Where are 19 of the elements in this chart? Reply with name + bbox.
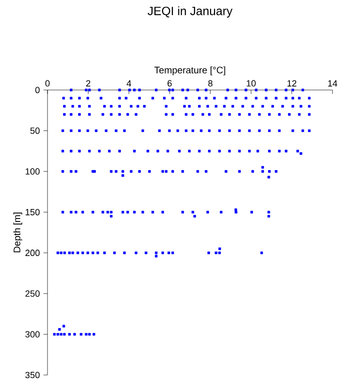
y-tick-label: 250 [25,290,40,297]
x-tick-label: 10 [246,80,256,86]
x-tick-label: 4 [126,80,132,86]
x-tick-label: 0 [45,80,50,86]
x-tick-label: 8 [208,80,212,86]
y-tick-label: 100 [26,168,40,175]
y-axis-title: Depth [m] [13,212,22,252]
x-tick-label: 12 [287,80,296,86]
x-axis-title: Temperature [°C] [154,66,226,76]
x-tick-label: 2 [86,80,90,86]
y-tick-label: 300 [25,331,40,338]
y-tick-label: 350 [25,372,40,378]
y-tick-label: 50 [30,128,40,134]
x-tick-label: 6 [168,80,172,86]
y-tick-label: 150 [26,208,40,216]
x-tick-label: 14 [328,80,338,86]
chart-title: JEQI in January [148,6,232,18]
y-tick-label: 200 [25,250,40,256]
y-tick-label: 0 [35,86,40,94]
